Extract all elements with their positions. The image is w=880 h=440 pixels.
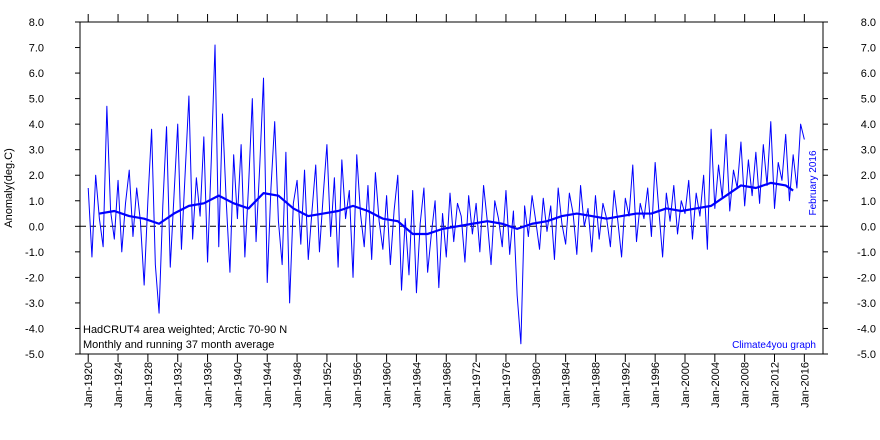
y-axis-label: Anomaly(deg.C) xyxy=(3,148,15,227)
x-tick-label: Jan-1928 xyxy=(143,362,155,408)
y-tick-label: -2.0 xyxy=(25,272,44,284)
y-tick-label-right: 3.0 xyxy=(861,145,876,157)
annotation: Monthly and running 37 month average xyxy=(83,339,274,351)
x-tick-label: Jan-1992 xyxy=(620,362,632,408)
x-tick-label: Jan-1940 xyxy=(232,362,244,408)
y-tick-label: -4.0 xyxy=(25,323,44,335)
y-tick-label: -1.0 xyxy=(25,247,44,259)
y-tick-label-right: 1.0 xyxy=(861,196,876,208)
x-tick-label: Jan-1936 xyxy=(203,362,215,408)
y-tick-label: -5.0 xyxy=(25,349,44,361)
x-tick-label: Jan-2008 xyxy=(740,362,752,408)
x-tick-label: Jan-1920 xyxy=(83,362,95,408)
x-tick-label: Jan-1976 xyxy=(501,362,513,408)
date-note: February 2016 xyxy=(808,150,819,215)
y-tick-label: 4.0 xyxy=(29,119,44,131)
x-tick-label: Jan-1984 xyxy=(561,362,573,408)
x-tick-label: Jan-1980 xyxy=(531,362,543,408)
y-tick-label-right: 4.0 xyxy=(861,119,876,131)
y-tick-label: 5.0 xyxy=(29,94,44,106)
y-tick-label-right: -4.0 xyxy=(857,323,876,335)
y-tick-label-right: 7.0 xyxy=(861,43,876,55)
x-tick-label: Jan-1944 xyxy=(262,362,274,408)
x-tick-label: Jan-1968 xyxy=(441,362,453,408)
y-tick-label: 8.0 xyxy=(29,17,44,29)
x-tick-label: Jan-2012 xyxy=(770,362,782,408)
x-tick-label: Jan-1924 xyxy=(113,362,125,408)
y-tick-label-right: -5.0 xyxy=(857,349,876,361)
y-tick-label-right: 2.0 xyxy=(861,170,876,182)
y-tick-label: -3.0 xyxy=(25,298,44,310)
x-tick-label: Jan-1996 xyxy=(650,362,662,408)
x-tick-label: Jan-1964 xyxy=(411,362,423,408)
y-tick-label-right: 5.0 xyxy=(861,94,876,106)
y-tick-label-right: -1.0 xyxy=(857,247,876,259)
y-tick-label-right: 8.0 xyxy=(861,17,876,29)
series-line xyxy=(99,181,794,236)
plot-frame xyxy=(79,21,824,355)
x-tick-label: Jan-1952 xyxy=(322,362,334,408)
y-tick-label: 0.0 xyxy=(29,221,44,233)
x-tick-label: Jan-1960 xyxy=(382,362,394,408)
x-tick-label: Jan-1932 xyxy=(173,362,185,408)
y-tick-label: 3.0 xyxy=(29,145,44,157)
annotation: HadCRUT4 area weighted; Arctic 70-90 N xyxy=(83,324,287,336)
y-tick-label: 6.0 xyxy=(29,68,44,80)
y-tick-label-right: -3.0 xyxy=(857,298,876,310)
y-tick-label: 7.0 xyxy=(29,43,44,55)
y-tick-label: 1.0 xyxy=(29,196,44,208)
series-line xyxy=(87,44,805,345)
y-tick-label-right: 0.0 xyxy=(861,221,876,233)
x-tick-label: Jan-1972 xyxy=(471,362,483,408)
y-tick-label-right: -2.0 xyxy=(857,272,876,284)
x-tick-label: Jan-1956 xyxy=(352,362,364,408)
y-tick-label: 2.0 xyxy=(29,170,44,182)
y-tick-label-right: 6.0 xyxy=(861,68,876,80)
x-tick-label: Jan-1948 xyxy=(292,362,304,408)
x-tick-label: Jan-2004 xyxy=(710,362,722,408)
x-tick-label: Jan-1988 xyxy=(590,362,602,408)
x-tick-label: Jan-2000 xyxy=(680,362,692,408)
credit: Climate4you graph xyxy=(732,340,816,351)
x-tick-label: Jan-2016 xyxy=(799,362,811,408)
